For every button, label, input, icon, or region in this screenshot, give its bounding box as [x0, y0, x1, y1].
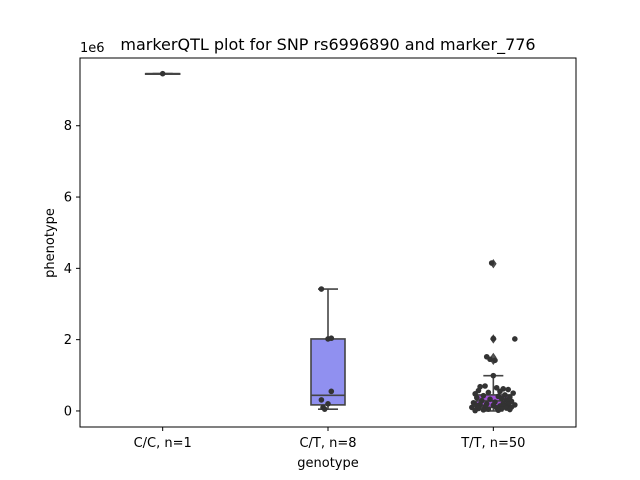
data-point: [495, 407, 502, 414]
data-point: [512, 336, 518, 342]
data-point: [480, 407, 487, 413]
data-point: [480, 392, 487, 399]
data-point: [318, 397, 325, 403]
data-point: [497, 388, 503, 395]
data-point: [498, 395, 505, 402]
data-point: [510, 390, 516, 396]
y-tick-label: 2: [64, 333, 72, 348]
data-point: [472, 407, 478, 414]
data-point: [503, 397, 510, 403]
y-axis-label: phenotype: [43, 208, 58, 278]
data-point: [321, 406, 328, 412]
x-axis-label: genotype: [297, 456, 358, 471]
plot-area: [144, 70, 518, 414]
data-point: [505, 386, 512, 393]
data-point: [493, 384, 500, 391]
data-point: [474, 394, 480, 401]
axes: 0 2 4 6 8 C/C, n=1 C/T, n=8 T/T, n=50: [64, 119, 526, 451]
data-point: [507, 406, 513, 413]
x-tick-label: C/C, n=1: [134, 436, 192, 451]
data-point: [328, 335, 335, 342]
data-point: [487, 356, 493, 363]
data-point: [325, 401, 331, 407]
chart-title: markerQTL plot for SNP rs6996890 and mar…: [120, 35, 535, 55]
data-point: [328, 388, 335, 395]
data-point: [502, 392, 508, 398]
y-tick-label: 0: [64, 404, 72, 419]
y-tick-label: 6: [64, 191, 72, 206]
y-axis-offset-label: 1e6: [80, 41, 105, 56]
data-point: [159, 70, 166, 77]
data-point: [485, 406, 492, 412]
data-point: [488, 260, 495, 266]
y-tick-label: 8: [64, 119, 72, 134]
y-tick-label: 4: [64, 262, 72, 277]
data-point: [482, 383, 488, 389]
data-point: [485, 389, 492, 396]
data-point: [490, 372, 497, 379]
data-point: [487, 396, 493, 402]
data-point: [318, 286, 325, 292]
data-point: [490, 335, 497, 342]
x-tick-label: C/T, n=8: [299, 436, 356, 451]
x-tick-label: T/T, n=50: [460, 436, 525, 451]
data-point: [492, 357, 498, 364]
